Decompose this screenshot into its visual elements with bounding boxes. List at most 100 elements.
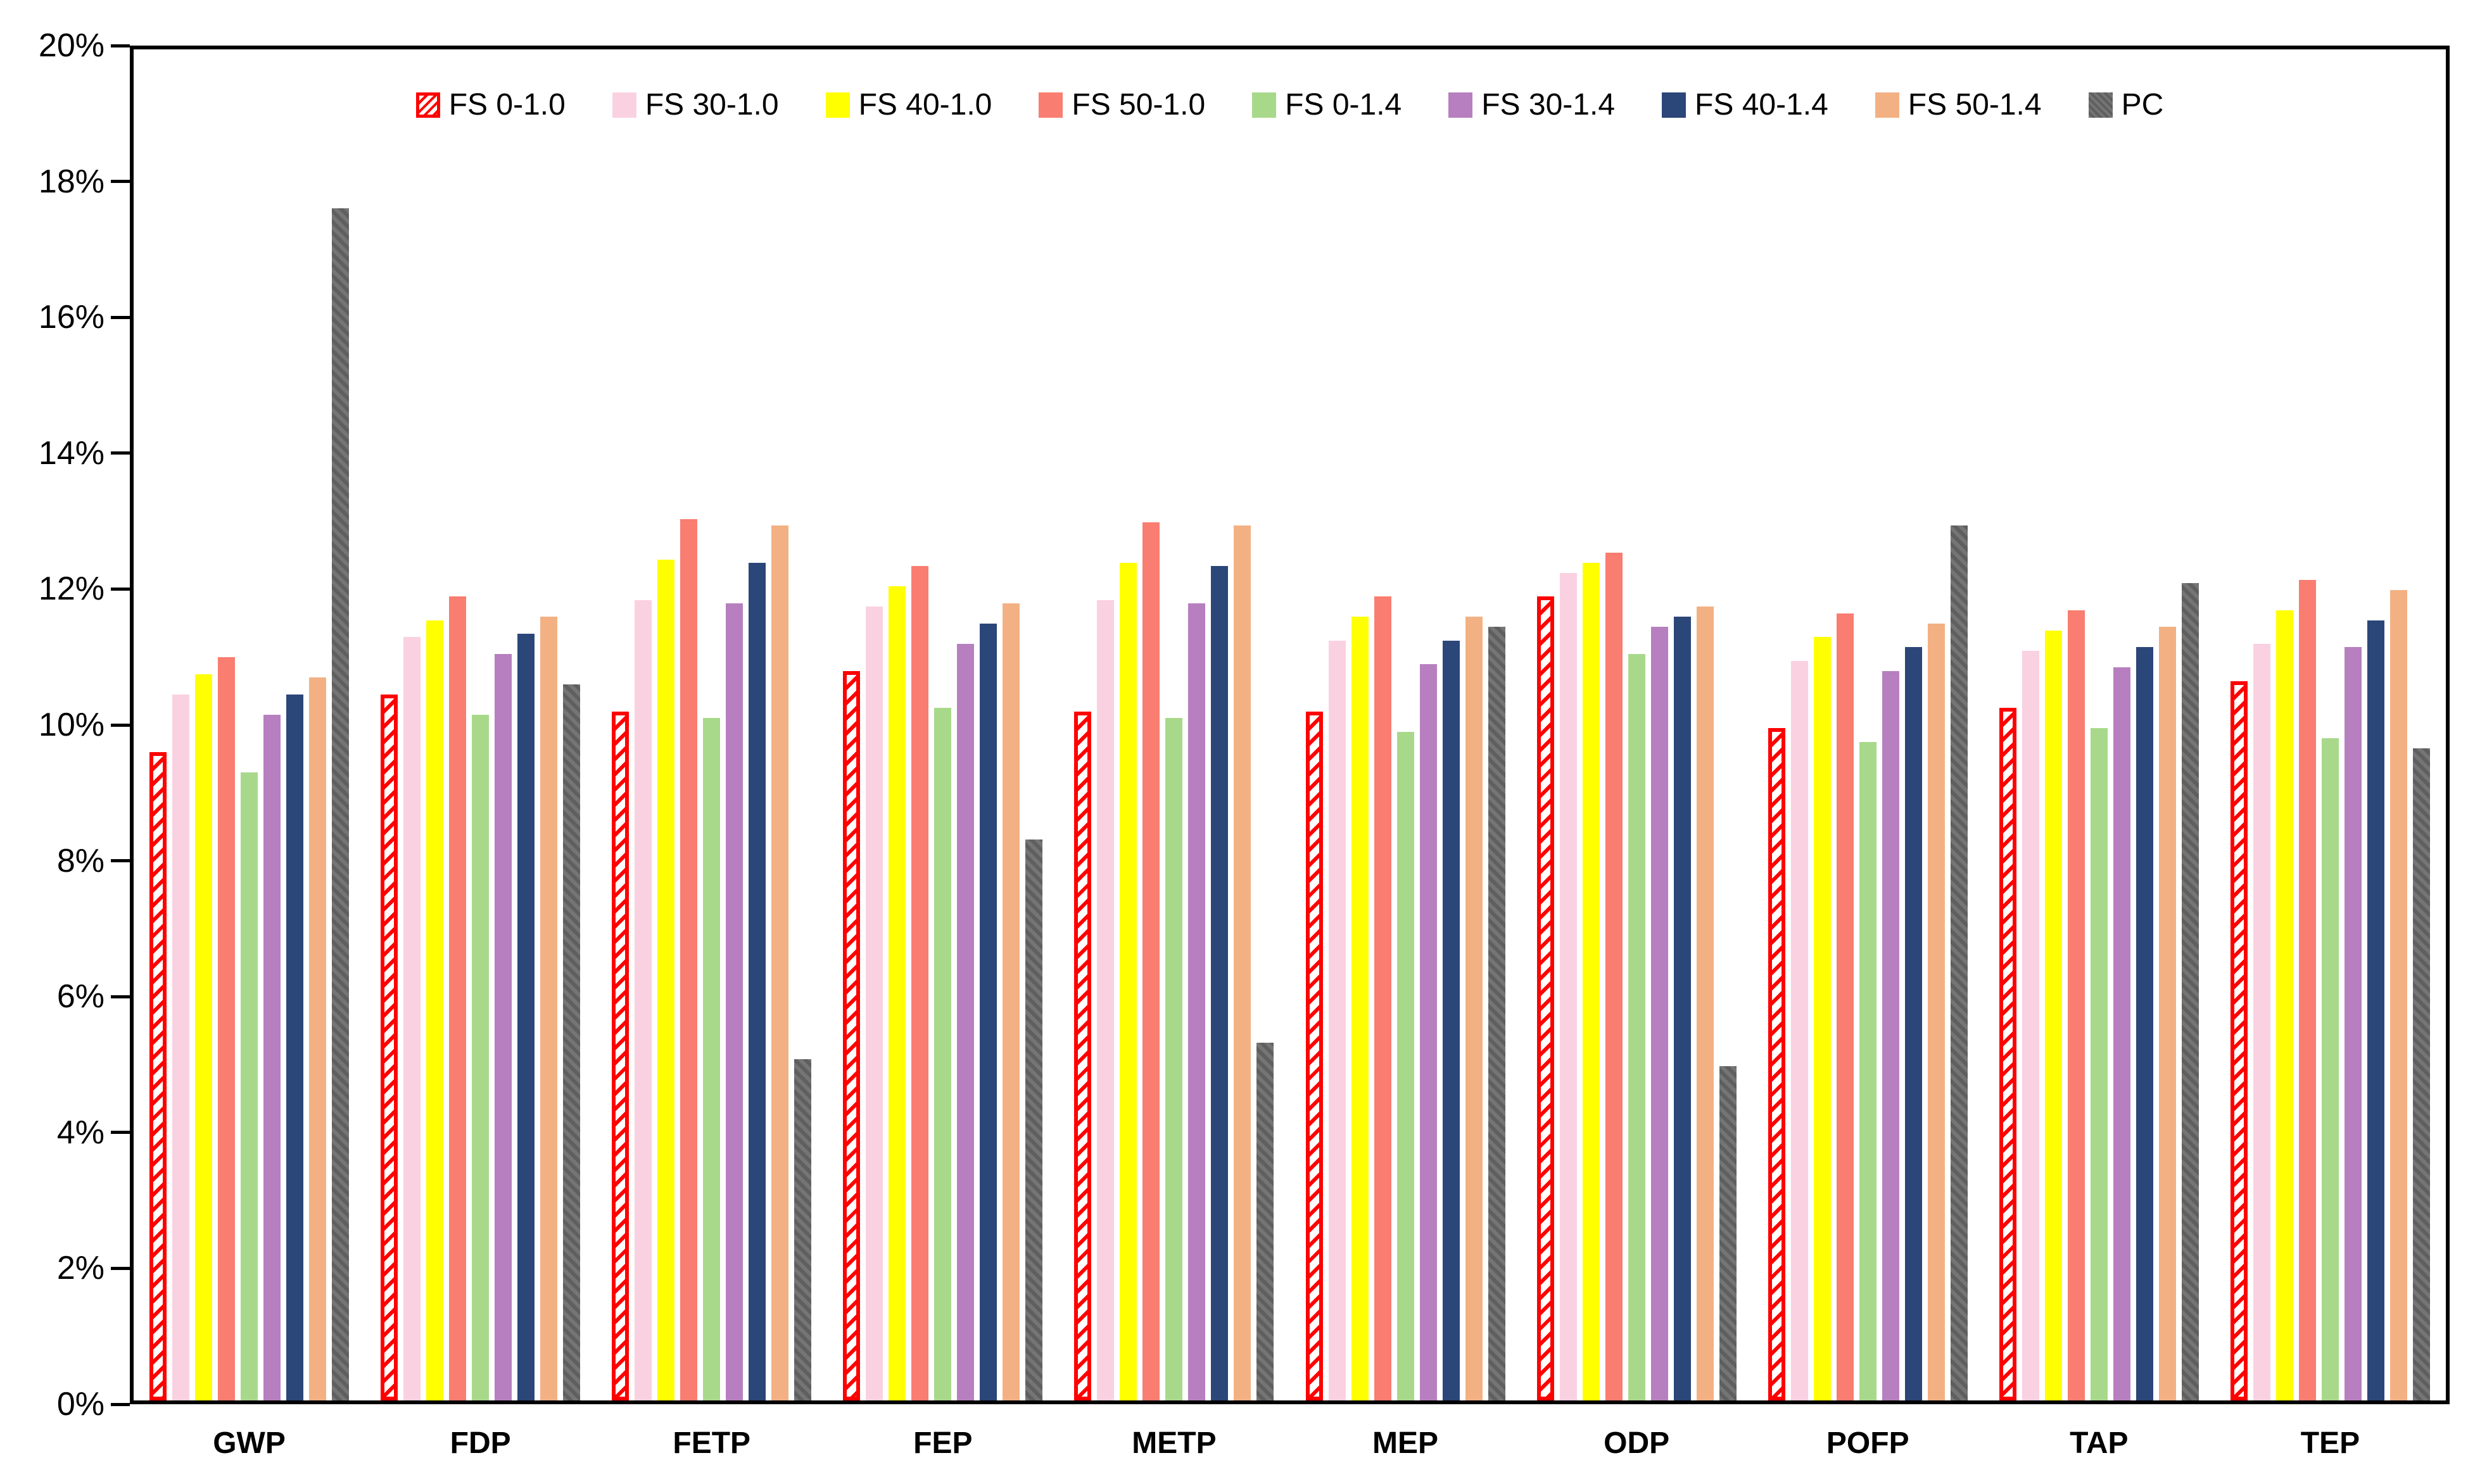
bar-fs30-1.4-odp xyxy=(1650,627,1668,1400)
bar-pc-odp xyxy=(1719,1066,1737,1400)
y-tick-label: 16% xyxy=(38,299,104,336)
bar-pc-mep xyxy=(1488,627,1505,1400)
y-tick xyxy=(111,180,130,184)
bar-fs40-1.0-gwp xyxy=(195,674,213,1400)
bar-fs50-1.4-odp xyxy=(1696,607,1714,1400)
bar-fs0-1.0-metp xyxy=(1074,711,1092,1400)
bar-fs40-1.0-fdp xyxy=(426,620,444,1400)
y-tick xyxy=(111,587,130,591)
bar-fs50-1.4-gwp xyxy=(309,677,327,1400)
y-tick-label: 12% xyxy=(38,570,104,608)
bar-fs0-1.4-fetp xyxy=(703,718,721,1400)
bar-fs40-1.4-metp xyxy=(1211,566,1229,1400)
x-category-label-metp: METP xyxy=(1132,1426,1217,1460)
bar-fs0-1.4-fep xyxy=(934,708,952,1400)
bar-fs0-1.4-mep xyxy=(1396,731,1414,1400)
bar-fs0-1.0-gwp xyxy=(149,751,167,1400)
legend-swatch-icon xyxy=(1252,92,1277,118)
bar-fs40-1.0-fep xyxy=(889,586,906,1400)
bar-fs50-1.4-tap xyxy=(2158,627,2176,1400)
y-tick-label: 20% xyxy=(38,27,104,64)
legend-label: FS 40-1.0 xyxy=(858,88,992,122)
legend-label: FS 50-1.0 xyxy=(1072,88,1206,122)
x-category-label-fdp: FDP xyxy=(450,1426,511,1460)
legend-item-fs50-1.4: FS 50-1.4 xyxy=(1875,87,2042,122)
bar-fs50-1.0-pofp xyxy=(1836,613,1854,1400)
bar-fs30-1.4-mep xyxy=(1419,663,1437,1400)
legend-item-fs40-1.0: FS 40-1.0 xyxy=(825,87,992,122)
bar-fs30-1.0-tep xyxy=(2253,643,2270,1400)
y-tick-label: 14% xyxy=(38,434,104,472)
bar-pc-fdp xyxy=(563,684,581,1400)
bar-fs30-1.0-pofp xyxy=(1790,660,1808,1400)
bar-fs30-1.4-metp xyxy=(1188,603,1206,1400)
legend-swatch-icon xyxy=(1875,92,1899,118)
bar-fs50-1.4-fdp xyxy=(540,617,558,1400)
bar-fs30-1.0-tap xyxy=(2022,650,2039,1400)
y-tick xyxy=(111,315,130,319)
legend-item-fs0-1.4: FS 0-1.4 xyxy=(1252,87,1402,122)
bar-fs40-1.0-pofp xyxy=(1813,637,1831,1400)
y-tick xyxy=(111,1266,130,1270)
legend-label: FS 0-1.0 xyxy=(448,88,566,122)
bar-fs0-1.0-odp xyxy=(1536,596,1554,1400)
legend: FS 0-1.0 FS 30-1.0 FS 40-1.0 FS 50-1.0 FS 0-… xyxy=(134,87,2446,122)
bar-fs30-1.0-metp xyxy=(1097,600,1115,1400)
bar-fs40-1.0-odp xyxy=(1582,562,1600,1400)
bar-fs30-1.4-fetp xyxy=(726,603,744,1400)
bar-fs0-1.0-mep xyxy=(1305,711,1323,1400)
bar-fs50-1.4-fep xyxy=(1003,603,1020,1400)
bar-fs0-1.0-tep xyxy=(2230,681,2248,1400)
x-category-label-fetp: FETP xyxy=(673,1426,751,1460)
bar-fs40-1.0-tap xyxy=(2044,630,2062,1400)
bar-fs50-1.0-mep xyxy=(1374,596,1391,1400)
bar-fs0-1.4-gwp xyxy=(241,772,258,1400)
legend-swatch-icon xyxy=(825,92,850,118)
bar-fs0-1.4-metp xyxy=(1165,718,1183,1400)
x-category-label-mep: MEP xyxy=(1372,1426,1439,1460)
bar-fs50-1.0-odp xyxy=(1605,552,1623,1400)
bar-fs50-1.4-pofp xyxy=(1927,623,1945,1400)
bar-pc-fetp xyxy=(794,1059,812,1400)
bar-fs40-1.0-mep xyxy=(1351,617,1369,1400)
y-tick xyxy=(111,859,130,863)
bars-layer xyxy=(134,49,2446,1400)
bar-fs0-1.0-fetp xyxy=(612,711,630,1400)
y-tick xyxy=(111,1402,130,1406)
y-tick-label: 10% xyxy=(38,707,104,743)
bar-fs50-1.0-fep xyxy=(911,566,929,1400)
bar-fs40-1.4-pofp xyxy=(1904,647,1922,1400)
bar-fs30-1.4-pofp xyxy=(1882,670,1899,1400)
bar-fs0-1.4-tep xyxy=(2321,738,2339,1400)
legend-item-fs50-1.0: FS 50-1.0 xyxy=(1039,87,1205,122)
bar-fs40-1.4-gwp xyxy=(286,695,304,1400)
y-tick-label: 2% xyxy=(56,1250,104,1287)
bar-fs50-1.0-tep xyxy=(2298,579,2316,1400)
plot-area: FS 0-1.0 FS 30-1.0 FS 40-1.0 FS 50-1.0 FS 0-… xyxy=(130,46,2450,1404)
bar-fs0-1.0-fdp xyxy=(381,695,398,1400)
legend-label: FS 30-1.0 xyxy=(645,88,779,122)
x-category-label-pofp: POFP xyxy=(1826,1426,1909,1460)
x-category-label-tap: TAP xyxy=(2070,1426,2129,1460)
bar-fs0-1.0-tap xyxy=(1999,708,2016,1400)
bar-fs0-1.4-odp xyxy=(1628,653,1645,1400)
bar-fs40-1.4-mep xyxy=(1442,640,1460,1400)
y-tick-label: 4% xyxy=(56,1114,104,1151)
bar-fs40-1.4-tap xyxy=(2136,647,2153,1400)
y-tick xyxy=(111,451,130,455)
legend-item-pc: PC xyxy=(2088,87,2163,122)
bar-fs30-1.4-fep xyxy=(957,643,975,1400)
bar-pc-gwp xyxy=(332,208,350,1400)
legend-item-fs40-1.4: FS 40-1.4 xyxy=(1662,87,1828,122)
bar-fs40-1.4-fep xyxy=(980,623,997,1400)
bar-fs50-1.4-mep xyxy=(1465,617,1483,1400)
bar-fs30-1.4-tap xyxy=(2113,667,2130,1400)
bar-pc-tap xyxy=(2181,582,2199,1400)
bar-fs40-1.0-metp xyxy=(1120,562,1137,1400)
bar-fs40-1.4-tep xyxy=(2367,620,2384,1400)
bar-fs30-1.4-tep xyxy=(2344,647,2362,1400)
y-tick-label: 6% xyxy=(56,978,104,1016)
y-tick-label: 8% xyxy=(56,842,104,879)
bar-fs50-1.0-gwp xyxy=(218,657,236,1400)
legend-swatch-icon xyxy=(612,92,636,118)
